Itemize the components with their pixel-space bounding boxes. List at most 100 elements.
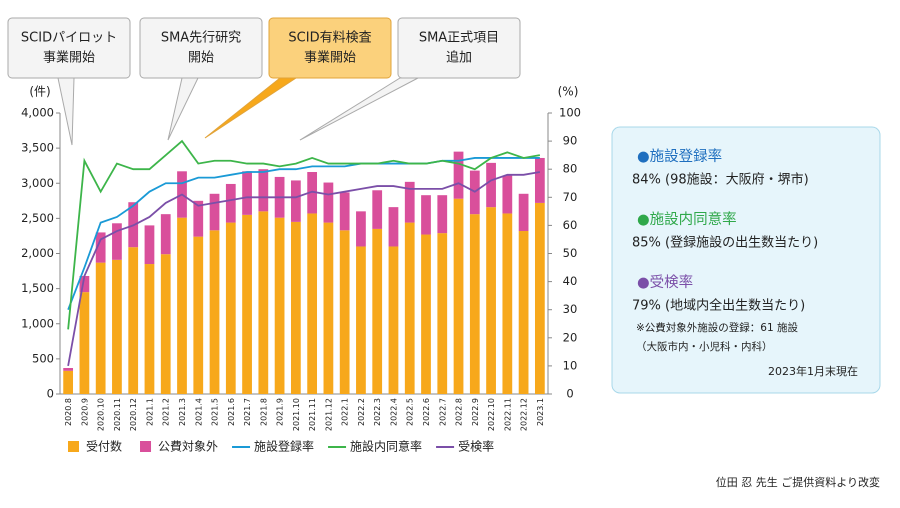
y2-tick-label: 70 [563, 190, 578, 204]
bar-segment [193, 200, 204, 237]
y-tick-label: 500 [32, 351, 54, 365]
x-tick-label: 2021.7 [243, 398, 252, 426]
bar-segment [79, 275, 90, 293]
y-tick-label: 3,500 [21, 141, 54, 155]
bar-segment [112, 259, 122, 394]
x-tick-label: 2021.3 [178, 398, 187, 426]
callout-text: 開始 [188, 51, 214, 66]
bar-segment [518, 231, 529, 394]
callout-text: SMA正式項目 [419, 31, 499, 46]
x-tick-label: 2021.8 [259, 398, 268, 426]
bar-segment [323, 182, 334, 223]
x-tick-label: 2023.1 [536, 398, 545, 426]
bar-segment [307, 213, 318, 394]
legend-label: 施設登録率 [254, 439, 314, 454]
bar-segment [290, 180, 301, 222]
bar-segment [242, 214, 252, 394]
line-series [67, 157, 540, 311]
bar-segment [339, 192, 350, 231]
bar-segment [290, 221, 301, 394]
bar-segment [388, 207, 399, 247]
bar-segment [486, 207, 496, 394]
callout-pointer [57, 77, 75, 146]
panel-text: 79% (地域内全出生数当たり) [632, 298, 805, 314]
y2-tick-label: 20 [563, 330, 578, 344]
bar-segment [258, 211, 269, 394]
callout-text: SMA先行研究 [161, 31, 241, 46]
y-tick-label: 1,000 [21, 316, 54, 330]
callout-text: SCID有料検査 [288, 31, 371, 46]
panel-note: ※公費対象外施設の登録：61 施設 [636, 321, 798, 334]
y-tick-label: 0 [47, 387, 54, 401]
legend-label: 受検率 [458, 439, 494, 454]
bar-segment [144, 264, 155, 394]
x-tick-label: 2021.11 [308, 398, 317, 431]
x-tick-label: 2022.8 [455, 398, 464, 426]
bar-segment [95, 262, 106, 394]
bar-segment [79, 292, 90, 394]
bar-segment [356, 211, 366, 247]
bar-segment [258, 169, 269, 212]
bar-segment [274, 217, 285, 394]
callout-text: 追加 [446, 50, 472, 66]
bar-segment [534, 157, 545, 203]
x-tick-label: 2022.11 [503, 398, 512, 431]
x-tick-label: 2021.12 [324, 398, 333, 431]
y2-tick-label: 10 [563, 358, 578, 372]
bar-segment [128, 247, 139, 394]
x-tick-label: 2021.1 [145, 398, 154, 426]
bar-segment [95, 232, 106, 263]
bar-segment [372, 228, 383, 394]
callout-text: SCIDパイロット [21, 31, 117, 46]
x-tick-label: 2020.9 [80, 398, 89, 426]
y2-tick-label: 40 [563, 274, 578, 288]
bar-segment [356, 246, 366, 394]
bar-segment [339, 230, 350, 394]
x-tick-label: 2022.12 [520, 398, 529, 431]
bar-segment [453, 198, 464, 394]
bar-segment [502, 213, 513, 394]
callout-pointer [204, 77, 298, 139]
bar-segment [225, 222, 236, 394]
y2-tick-label: 30 [563, 302, 578, 316]
bar-segment [209, 193, 220, 231]
info-panel [611, 126, 881, 394]
callout-box [7, 17, 131, 79]
y2-tick-label: 100 [559, 106, 581, 120]
bar-segment [323, 222, 334, 394]
bar-segment [160, 214, 171, 255]
y-tick-label: 2,000 [21, 246, 54, 260]
x-tick-label: 2022.6 [422, 398, 431, 426]
bar-segment [372, 190, 383, 229]
y2-tick-label: 90 [563, 134, 578, 148]
bar-segment [144, 225, 155, 265]
y-tick-label: 1,500 [21, 281, 54, 295]
legend-label: 施設内同意率 [350, 439, 422, 454]
bar-segment [453, 151, 464, 199]
panel-heading: ●受検率 [637, 274, 693, 291]
x-tick-label: 2021.2 [162, 398, 171, 426]
x-tick-label: 2020.12 [129, 398, 138, 431]
bar-segment [404, 181, 415, 223]
bar-segment [421, 234, 431, 394]
x-tick-label: 2021.4 [194, 398, 203, 426]
panel-heading: ●施設登録率 [637, 148, 722, 165]
panel-note: （大阪市内・小児科・内科） [636, 340, 773, 353]
bar-segment [534, 202, 545, 394]
legend-label: 公費対象外 [158, 439, 218, 454]
callout-text: 事業開始 [43, 50, 95, 66]
x-tick-label: 2021.10 [292, 398, 301, 431]
x-tick-label: 2022.9 [471, 398, 480, 426]
y-tick-label: 2,500 [21, 211, 54, 225]
x-tick-label: 2020.10 [97, 398, 106, 431]
y-tick-label: 4,000 [21, 106, 54, 120]
bar-segment [486, 162, 496, 208]
bar-segment [160, 254, 171, 394]
x-tick-label: 2022.5 [406, 398, 415, 426]
legend-swatch [68, 441, 79, 452]
x-tick-label: 2022.10 [487, 398, 496, 431]
callout-text: 事業開始 [304, 50, 356, 66]
callout-pointer [167, 77, 199, 141]
bar-segment [388, 246, 399, 394]
panel-text: 85% (登録施設の出生数当たり) [632, 235, 818, 251]
